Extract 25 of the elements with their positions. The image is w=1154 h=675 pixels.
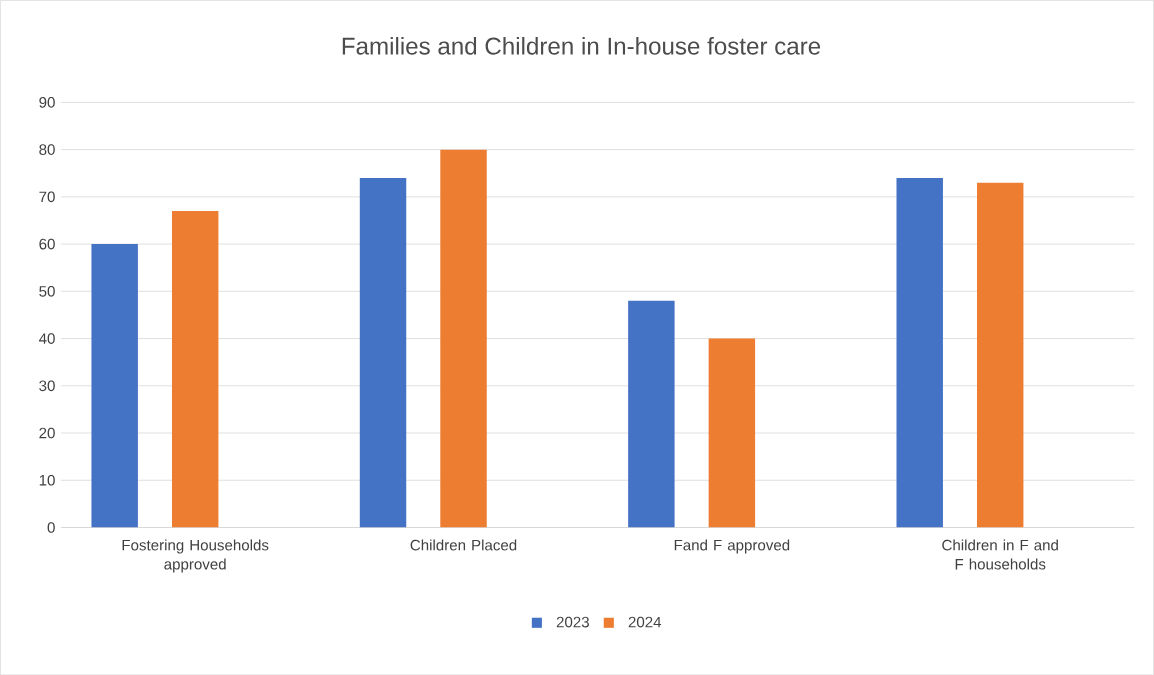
x-tick-label: Fand F approved (674, 539, 790, 554)
y-tick-label: 60 (39, 238, 55, 250)
bar (708, 338, 756, 528)
legend-label: 2024 (628, 616, 662, 628)
x-tick-label: Children in F and F households (942, 539, 1058, 570)
x-tick-label: Children Placed (410, 539, 517, 551)
y-tick-label: 20 (39, 427, 55, 439)
y-tick-label: 80 (39, 144, 55, 155)
bar (359, 177, 407, 528)
legend-label: 2023 (556, 616, 589, 628)
bar (896, 177, 943, 528)
bar (977, 182, 1024, 528)
x-tick-label: Fostering Households approved (122, 539, 269, 573)
y-tick-label: 30 (39, 380, 55, 391)
bar (440, 149, 487, 528)
bar (171, 210, 219, 528)
chart-title: Families and Children in In-house foster care (342, 36, 821, 55)
y-tick-label: 90 (39, 96, 55, 108)
bar (628, 300, 675, 528)
bar (91, 243, 138, 528)
y-tick-label: 50 (39, 285, 55, 297)
y-tick-label: 40 (38, 333, 55, 344)
y-tick-label: 0 (47, 521, 55, 533)
y-tick-label: 70 (39, 191, 55, 203)
y-tick-label: 10 (39, 474, 55, 486)
